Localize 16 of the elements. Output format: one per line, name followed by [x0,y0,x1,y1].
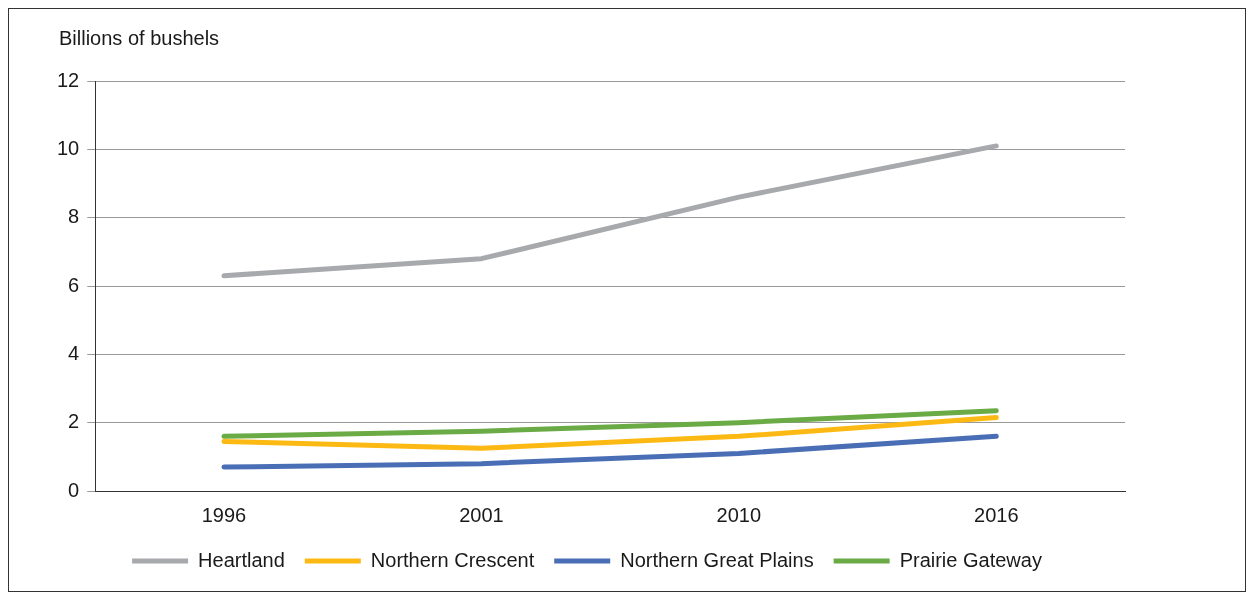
x-tick-label: 2010 [716,503,762,526]
x-tick-label: 2001 [459,503,504,526]
y-tick-label: 0 [68,478,80,501]
legend-label: Northern Great Plains [620,548,814,571]
x-tick-label: 2016 [974,503,1019,526]
x-tick-label: 1996 [201,503,247,526]
y-tick-label: 2 [68,410,80,433]
y-axis-title: Billions of bushels [59,26,220,49]
y-tick-label: 10 [57,136,80,159]
y-tick-label: 6 [68,273,80,296]
legend-label: Prairie Gateway [899,548,1042,571]
y-tick-label: 4 [68,341,80,364]
legend-label: Northern Crescent [370,548,535,571]
legend-label: Heartland [198,548,285,571]
y-tick-label: 12 [57,68,80,91]
y-tick-label: 8 [68,205,80,228]
